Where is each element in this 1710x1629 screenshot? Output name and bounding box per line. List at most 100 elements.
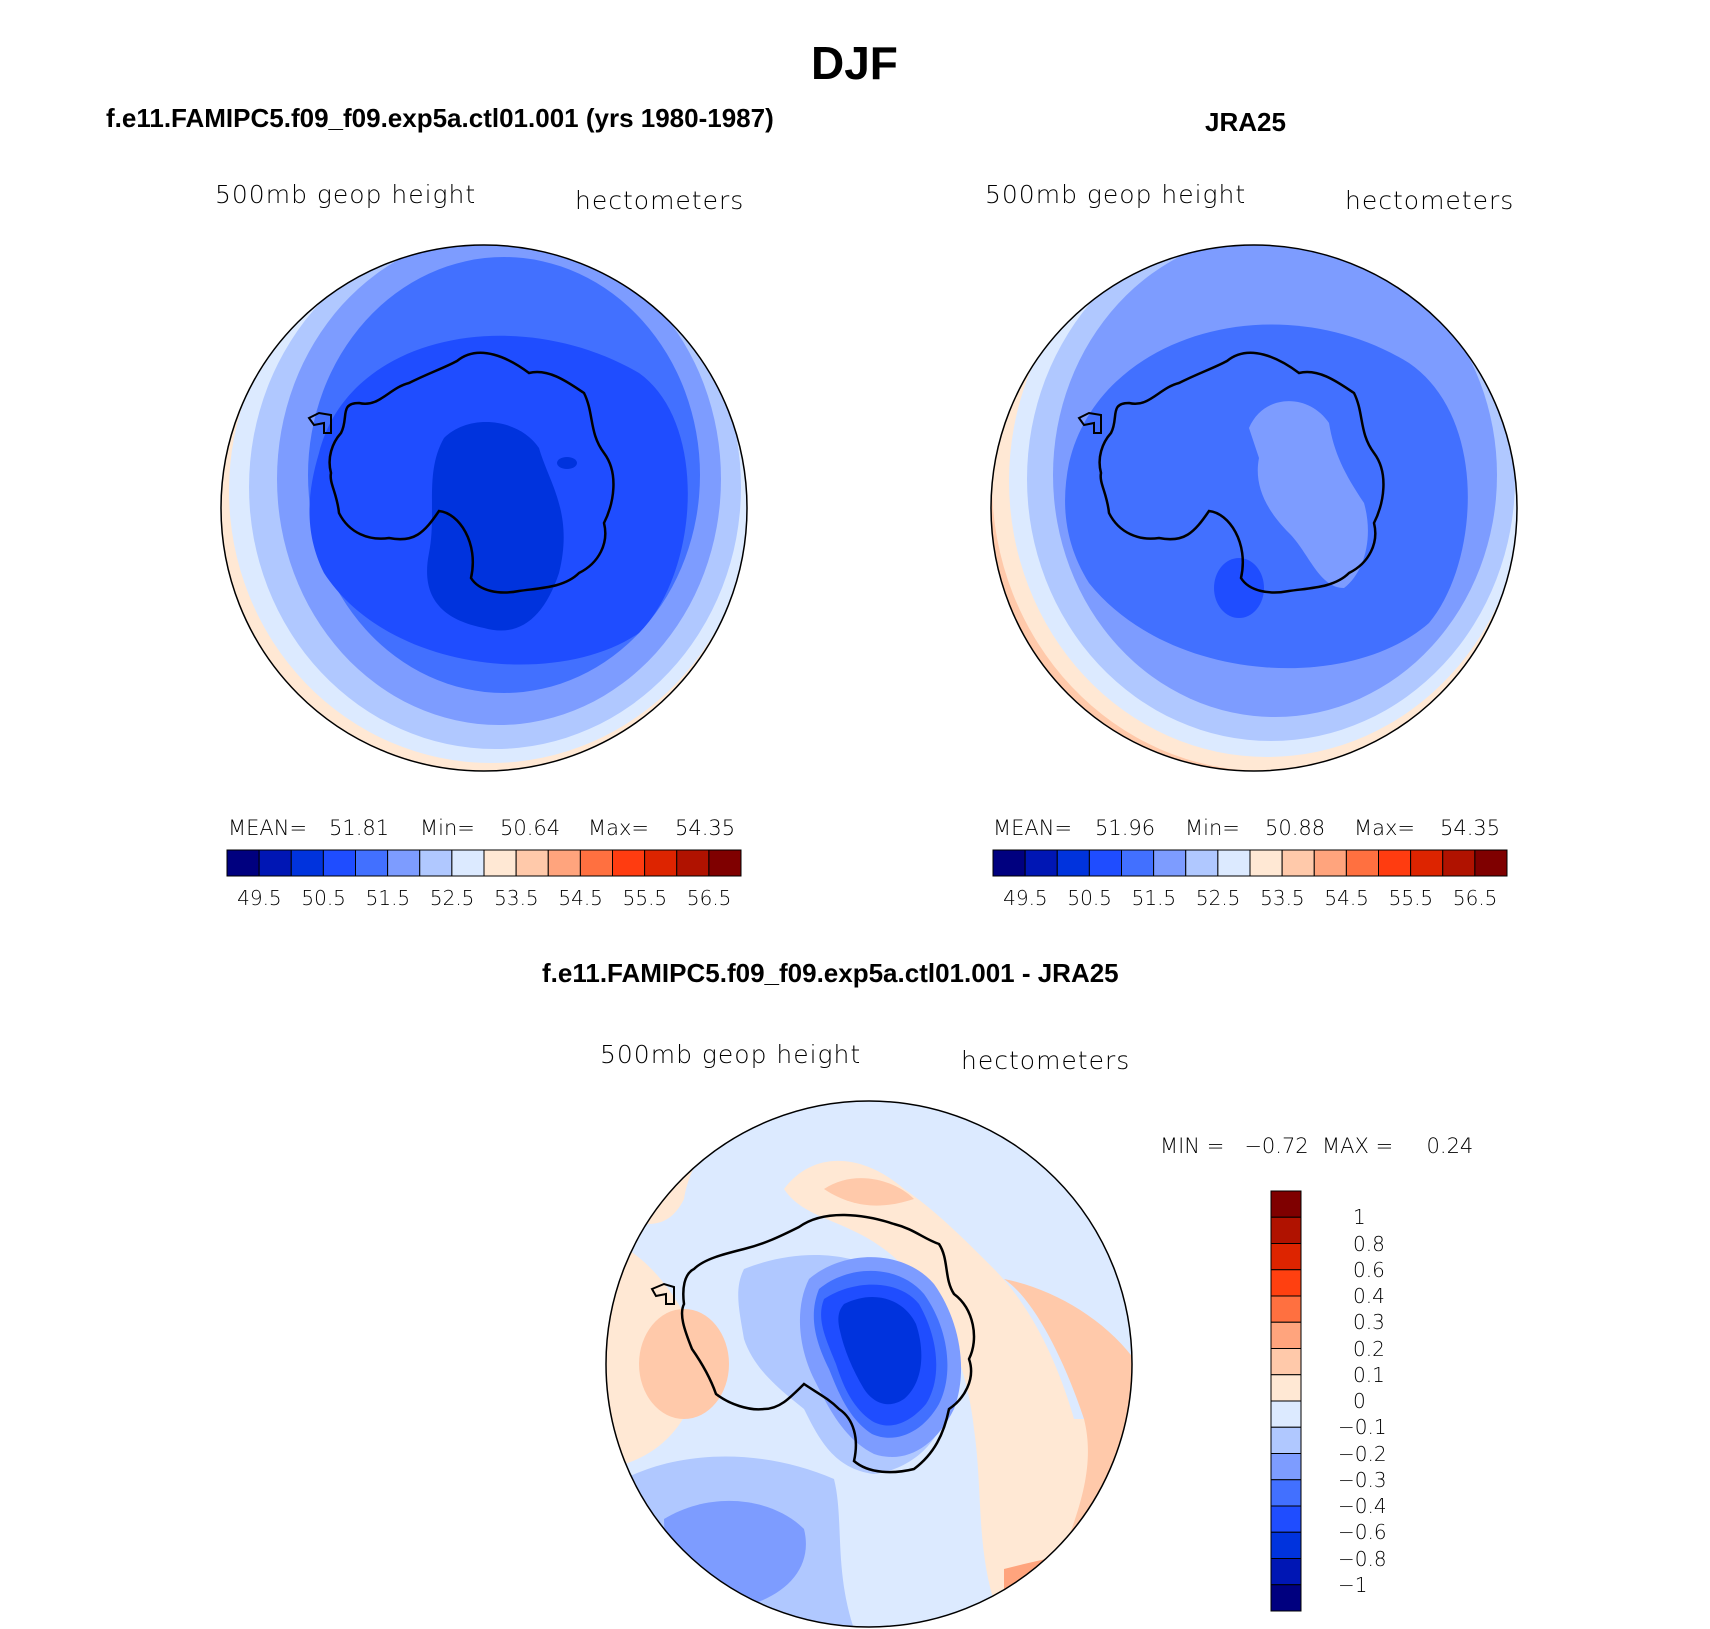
colorbar-box — [452, 850, 484, 876]
colorbar-tick-label: 54.5 — [1324, 886, 1369, 910]
panel1-band-50.5b — [557, 457, 577, 469]
colorbar-tick-label: 53.5 — [494, 886, 539, 910]
colorbar-box — [1122, 850, 1154, 876]
colorbar-tick-label: 53.5 — [1260, 886, 1305, 910]
colorbar-box — [420, 850, 452, 876]
panel1-min-value: 50.64 — [500, 816, 560, 840]
colorbar-tick-label: 56.5 — [1453, 886, 1498, 910]
panel1-map — [219, 243, 749, 773]
colorbar-box — [1346, 850, 1378, 876]
colorbar-box — [484, 850, 516, 876]
diff-minmax: MIN = −0.72 MAX = 0.24 — [1160, 1134, 1473, 1158]
diff-colorbar-box — [1271, 1375, 1301, 1401]
panel2-mean-label: MEAN= — [993, 816, 1072, 840]
colorbar-tick-label: 51.5 — [1132, 886, 1177, 910]
colorbar-box — [1475, 850, 1507, 876]
panel2-max-label: Max= — [1354, 816, 1415, 840]
diff-colorbar-tick-label: 0.2 — [1353, 1337, 1385, 1361]
diff-colorbar-box — [1271, 1454, 1301, 1480]
diff-colorbar-box — [1271, 1322, 1301, 1348]
panel1-mean-label: MEAN= — [228, 816, 307, 840]
diff-colorbar-box — [1271, 1349, 1301, 1375]
colorbar-box — [1379, 850, 1411, 876]
panel1-variable-label: 500mb geop height — [215, 180, 476, 209]
colorbar-box — [613, 850, 645, 876]
colorbar-tick-label: 52.5 — [430, 886, 475, 910]
colorbar-tick-label: 55.5 — [1389, 886, 1434, 910]
panel2-mean-value: 51.96 — [1095, 816, 1155, 840]
diff-colorbar-tick-label: 0.6 — [1353, 1258, 1385, 1282]
colorbar-box — [1154, 850, 1186, 876]
colorbar-box — [259, 850, 291, 876]
diff-colorbar-box — [1271, 1244, 1301, 1270]
colorbar-box — [677, 850, 709, 876]
diff-colorbar-box — [1271, 1559, 1301, 1585]
colorbar-box — [1025, 850, 1057, 876]
panel1-min-label: Min= — [420, 816, 475, 840]
diff-colorbar-box — [1271, 1296, 1301, 1322]
diff-colorbar-tick-label: −0.4 — [1338, 1494, 1387, 1518]
panel1-units-label: hectometers — [575, 186, 744, 215]
diff-colorbar-tick-label: 0.8 — [1353, 1232, 1385, 1256]
colorbar-tick-label: 56.5 — [687, 886, 732, 910]
panel2-variable-label: 500mb geop height — [985, 180, 1246, 209]
panel1-mean-value: 51.81 — [329, 816, 389, 840]
diff-colorbar-tick-label: −1 — [1338, 1573, 1367, 1597]
diff-variable-label: 500mb geop height — [600, 1040, 861, 1069]
panel1-max-value: 54.35 — [675, 816, 735, 840]
colorbar-tick-label: 55.5 — [623, 886, 668, 910]
panel2-max-value: 54.35 — [1440, 816, 1500, 840]
diff-colorbar-box — [1271, 1217, 1301, 1243]
diff-units-label: hectometers — [961, 1046, 1130, 1075]
colorbar-box — [323, 850, 355, 876]
colorbar-box — [645, 850, 677, 876]
diff-colorbar-tick-label: −0.1 — [1338, 1415, 1387, 1439]
diff-colorbar-tick-label: 1 — [1353, 1205, 1366, 1229]
diff-panel-title: f.e11.FAMIPC5.f09_f09.exp5a.ctl01.001 - … — [542, 958, 1119, 989]
diff-colorbar — [1271, 1191, 1301, 1611]
panel2-units-label: hectometers — [1345, 186, 1514, 215]
diff-colorbar-tick-label: 0.3 — [1353, 1310, 1385, 1334]
colorbar-box — [548, 850, 580, 876]
panel2-min-label: Min= — [1185, 816, 1240, 840]
diff-colorbar-tick-label: 0.4 — [1353, 1284, 1385, 1308]
colorbar-box — [1282, 850, 1314, 876]
colorbar-box — [356, 850, 388, 876]
diff-colorbar-box — [1271, 1270, 1301, 1296]
panel1-colorbar — [227, 850, 741, 876]
diff-colorbar-box — [1271, 1427, 1301, 1453]
colorbar-box — [1411, 850, 1443, 876]
panel2-title: JRA25 — [1205, 107, 1286, 138]
panel2-colorbar — [993, 850, 1507, 876]
colorbar-tick-label: 52.5 — [1196, 886, 1241, 910]
diff-map — [604, 1099, 1134, 1629]
colorbar-box — [1089, 850, 1121, 876]
panel1-title: f.e11.FAMIPC5.f09_f09.exp5a.ctl01.001 (y… — [106, 103, 774, 134]
diff-colorbar-box — [1271, 1401, 1301, 1427]
colorbar-box — [1314, 850, 1346, 876]
colorbar-box — [516, 850, 548, 876]
colorbar-box — [1218, 850, 1250, 876]
panel1-contours — [219, 219, 753, 773]
panel2-map — [989, 243, 1519, 773]
diff-colorbar-box — [1271, 1532, 1301, 1558]
diff-colorbar-tick-label: −0.8 — [1338, 1547, 1387, 1571]
panel2-band-51 — [1214, 558, 1264, 618]
panel1-max-label: Max= — [588, 816, 649, 840]
colorbar-tick-label: 51.5 — [366, 886, 411, 910]
colorbar-tick-label: 49.5 — [1003, 886, 1048, 910]
colorbar-tick-label: 50.5 — [1067, 886, 1112, 910]
colorbar-box — [993, 850, 1025, 876]
colorbar-box — [227, 850, 259, 876]
colorbar-tick-label: 50.5 — [301, 886, 346, 910]
colorbar-box — [1186, 850, 1218, 876]
diff-colorbar-box — [1271, 1506, 1301, 1532]
diff-colorbar-box — [1271, 1585, 1301, 1611]
diff-colorbar-tick-label: −0.2 — [1338, 1442, 1387, 1466]
colorbar-box — [580, 850, 612, 876]
panel2-contours — [989, 195, 1536, 773]
colorbar-box — [388, 850, 420, 876]
colorbar-box — [1443, 850, 1475, 876]
colorbar-tick-label: 49.5 — [237, 886, 282, 910]
main-title: DJF — [811, 36, 898, 90]
